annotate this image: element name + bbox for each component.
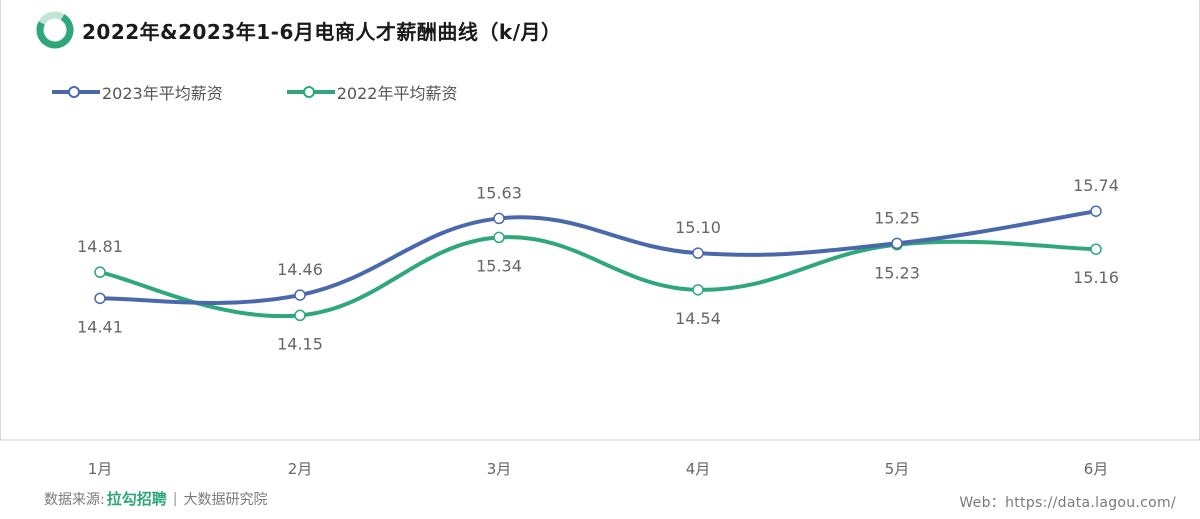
x-tick-label: 3月 [487, 460, 512, 478]
data-point-2023[interactable] [295, 290, 305, 300]
data-point-2023[interactable] [95, 293, 105, 303]
series-line-2022 [100, 237, 1096, 316]
data-point-2022[interactable] [95, 267, 105, 277]
web-url[interactable]: Web：https://data.lagou.com/ [959, 492, 1176, 512]
data-label-2022: 14.15 [277, 334, 323, 353]
data-label-2023: 15.10 [675, 218, 721, 237]
data-source: 数据来源: 拉勾招聘 | 大数据研究院 [44, 488, 267, 509]
data-label-2022: 15.23 [874, 264, 920, 283]
data-point-2023[interactable] [892, 238, 902, 248]
series-line-2023 [100, 211, 1096, 303]
data-label-2022: 14.54 [675, 309, 721, 328]
data-label-2022: 15.34 [476, 256, 522, 275]
source-brand: 拉勾招聘 [107, 488, 167, 509]
data-label-2023: 15.63 [476, 183, 522, 202]
data-label-2023: 14.41 [77, 317, 123, 336]
data-label-2022: 15.16 [1073, 268, 1119, 287]
data-point-2022[interactable] [494, 232, 504, 242]
source-separator: | [173, 491, 178, 507]
series-lines [100, 211, 1096, 316]
x-tick-label: 5月 [885, 460, 910, 478]
data-label-2023: 15.74 [1073, 176, 1119, 195]
x-axis-ticks: 1月 2月 3月 4月 5月 6月 [88, 460, 1109, 478]
data-point-2023[interactable] [494, 213, 504, 223]
data-label-2022: 14.81 [77, 237, 123, 256]
data-label-2023: 15.25 [874, 208, 920, 227]
x-tick-label: 6月 [1084, 460, 1109, 478]
source-dept: 大数据研究院 [183, 489, 267, 509]
data-point-2023[interactable] [693, 248, 703, 258]
data-labels: 14.81 14.41 14.46 14.15 15.63 15.34 15.10 14.54… [77, 176, 1119, 353]
source-prefix: 数据来源: [44, 489, 105, 509]
x-tick-label: 2月 [288, 460, 313, 478]
data-point-2022[interactable] [295, 310, 305, 320]
x-tick-label: 4月 [686, 460, 711, 478]
data-point-2023[interactable] [1091, 206, 1101, 216]
x-tick-label: 1月 [88, 460, 113, 478]
data-point-2022[interactable] [1091, 244, 1101, 254]
data-point-2022[interactable] [693, 285, 703, 295]
data-label-2023: 14.46 [277, 260, 323, 279]
